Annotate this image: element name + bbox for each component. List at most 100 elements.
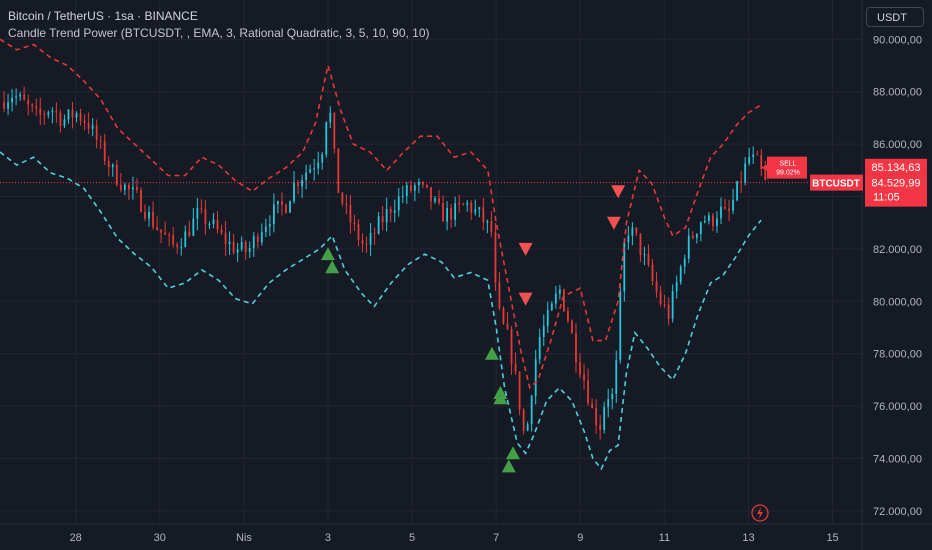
candle-body (204, 208, 207, 225)
candle-body (619, 291, 622, 361)
candle-body (115, 164, 118, 185)
candle-body (63, 119, 66, 126)
candle-body (152, 211, 154, 227)
candle-body (140, 190, 142, 212)
candle-body (615, 360, 618, 394)
candle-body (361, 240, 364, 244)
candle-body (687, 235, 690, 259)
current-price-label: 84.529,99 (872, 178, 921, 190)
candle-body (462, 203, 465, 205)
lightning-icon-bolt (757, 507, 763, 519)
candle-body (277, 200, 279, 205)
candle-body (236, 249, 239, 253)
candle-body (228, 241, 231, 245)
candle-body (252, 236, 255, 249)
time-tick-label: 28 (70, 532, 82, 544)
icons (751, 504, 769, 522)
candle-body (595, 408, 598, 425)
candle-body (305, 172, 308, 181)
candle-body (728, 208, 730, 211)
price-tick-label: 82.000,00 (873, 244, 922, 256)
symbol-label: BTCUSDT (812, 179, 860, 190)
candle-body (526, 424, 529, 431)
candle-body (454, 203, 457, 220)
candle-body (683, 258, 686, 267)
candle-body (716, 218, 718, 227)
candle-body (486, 220, 489, 223)
candle-body (397, 196, 400, 211)
candle-body (293, 182, 295, 202)
candle-body (542, 325, 545, 337)
sell-badge-label: SELL (779, 161, 796, 168)
candle-body (764, 169, 767, 180)
candle-body (160, 229, 163, 233)
price-axis[interactable]: 72.000,00 74.000,00 76.000,00 78.000,00 80.0… (861, 0, 922, 550)
candle-body (647, 254, 650, 265)
candle-body (631, 227, 634, 236)
price-tick-label: 78.000,00 (873, 349, 922, 361)
candle-body (426, 184, 428, 188)
candle-body (212, 219, 215, 225)
candle-body (184, 231, 187, 248)
candle-body (430, 187, 432, 202)
candle-body (651, 264, 654, 282)
candle-body (530, 395, 533, 425)
candle-body (748, 157, 751, 164)
candle-body (192, 218, 195, 236)
candle-body (579, 362, 581, 375)
candle-body (438, 198, 440, 204)
candle-body (83, 120, 86, 124)
candle-body (39, 108, 42, 115)
candle-body (345, 203, 348, 206)
candle-body (732, 200, 734, 211)
candle-body (401, 195, 404, 197)
candle-body (498, 282, 501, 309)
candle-body (675, 282, 678, 292)
candle-body (168, 234, 171, 236)
buy-signal-triangle (505, 446, 520, 460)
currency-button[interactable]: USDT (866, 7, 924, 27)
candle-body (107, 161, 110, 168)
candle-body (405, 185, 408, 196)
candle-body (99, 140, 102, 142)
candle-body (317, 162, 320, 169)
candle-body (474, 209, 477, 213)
candle-body (240, 242, 243, 250)
candle-body (365, 243, 368, 245)
price-tick-label: 72.000,00 (873, 506, 922, 518)
candle-body (285, 204, 287, 213)
sell-signal-triangle (611, 185, 626, 199)
candle-body (103, 140, 106, 162)
candle-body (756, 154, 759, 156)
buy-signal-triangle (320, 247, 335, 261)
lightning-icon[interactable] (751, 504, 769, 522)
sell-signal-triangle (518, 242, 533, 256)
candle-body (623, 241, 626, 292)
time-tick-label: 5 (409, 532, 415, 544)
candle-body (760, 155, 763, 170)
candle-body (587, 380, 589, 404)
candle-body (176, 244, 179, 248)
candle-body (79, 113, 82, 121)
candle-body (3, 102, 5, 109)
sell-signal-badge (761, 156, 807, 179)
candle-body (357, 224, 360, 241)
candle-body (172, 234, 175, 245)
time-axis[interactable]: 28 30 Nis 3 5 7 9 11 13 15 (0, 523, 932, 544)
candle-body (51, 110, 54, 113)
candle-body (434, 198, 436, 202)
candle-body (200, 208, 203, 210)
candle-body (43, 114, 46, 116)
sell-badge-percent: 99.02% (776, 170, 800, 177)
buy-signal-triangle (484, 346, 499, 360)
candle-body (264, 226, 267, 233)
candle-body (31, 104, 34, 107)
candle-body (703, 220, 706, 223)
candle-body (196, 208, 199, 219)
candle-body (341, 192, 344, 204)
candle-body (607, 399, 610, 408)
lightning-icon-ring (751, 504, 769, 522)
candle-body (575, 333, 577, 363)
